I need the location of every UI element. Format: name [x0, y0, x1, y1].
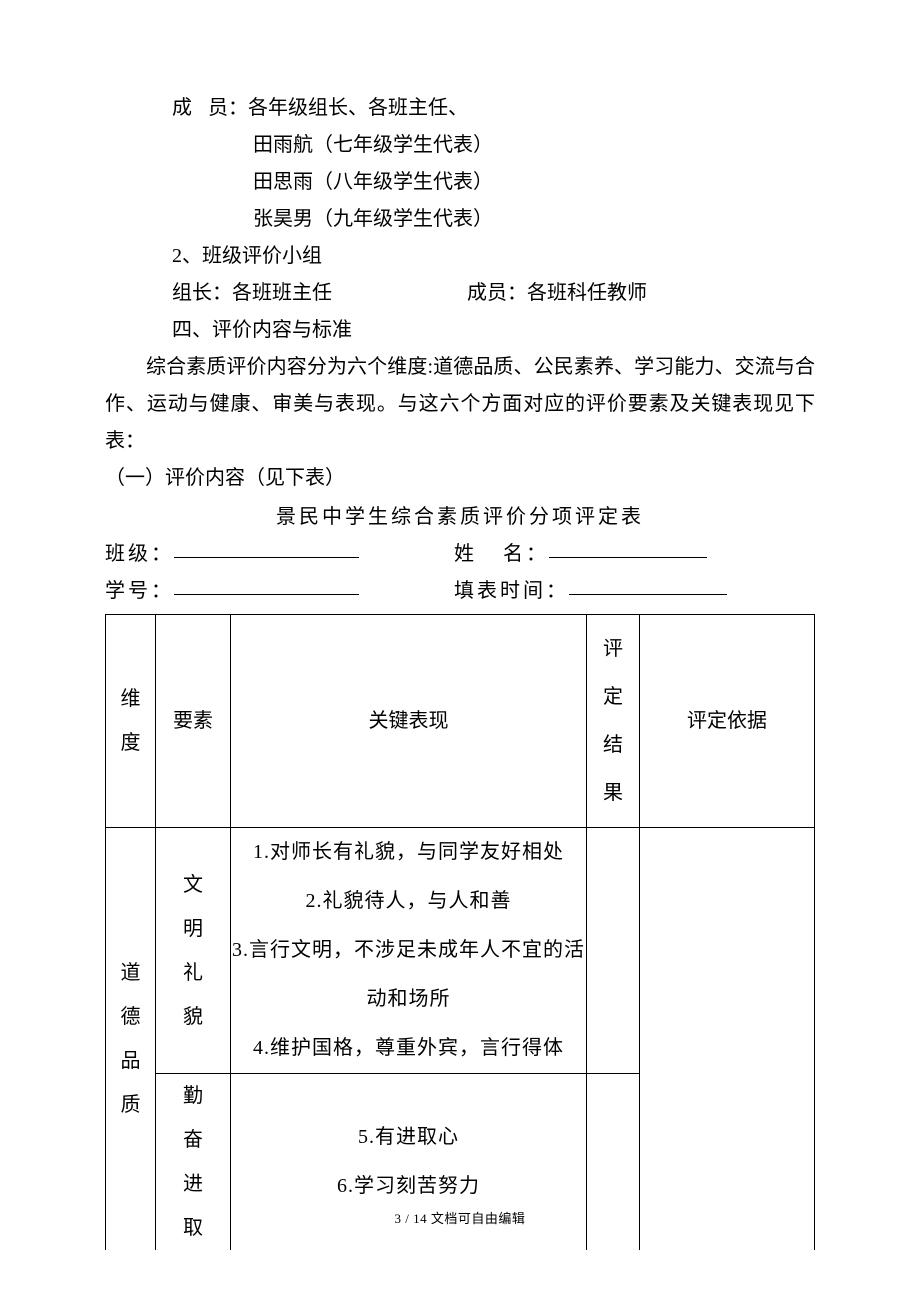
- form-fields-row2: 学号： 填表时间：: [105, 573, 815, 610]
- field-class-underline: [174, 538, 359, 558]
- rep-line-2: 田思雨（八年级学生代表）: [105, 164, 815, 201]
- group-member-value: 各班科任教师: [527, 282, 647, 304]
- rep-line-1: 田雨航（七年级学生代表）: [105, 127, 815, 164]
- table-row: 道德品质 文明礼貌 1.对师长有礼貌，与同学友好相处 2.礼貌待人，与人和善 3…: [106, 828, 815, 1074]
- section-4-heading: 四、评价内容与标准: [105, 312, 815, 349]
- item2-heading: 2、班级评价小组: [105, 238, 815, 275]
- group-leader-value: 各班班主任: [232, 282, 332, 304]
- document-body: 成员：各年级组长、各班主任、 田雨航（七年级学生代表） 田思雨（八年级学生代表）…: [105, 90, 815, 1250]
- group-member-label: 成员：: [467, 282, 527, 304]
- field-name-label-2: 名：: [503, 543, 549, 565]
- field-id-underline: [174, 575, 359, 595]
- field-date-underline: [569, 575, 727, 595]
- group-leader-label: 组长：: [172, 282, 232, 304]
- rep-line-3: 张昊男（九年级学生代表）: [105, 201, 815, 238]
- paragraph: 综合素质评价内容分为六个维度:道德品质、公民素养、学习能力、交流与合作、运动与健…: [105, 349, 815, 460]
- sub-1: （一）评价内容（见下表）: [105, 460, 815, 497]
- cell-dimension: 道德品质: [106, 828, 156, 1251]
- members-value: 各年级组长、各班主任、: [248, 97, 468, 119]
- members-label-1: 成: [172, 97, 208, 119]
- footer-page: 3 / 14: [395, 1211, 428, 1226]
- th-element: 要素: [156, 615, 231, 828]
- field-id-label: 学号：: [105, 580, 174, 602]
- th-basis: 评定依据: [640, 615, 815, 828]
- table-header-row: 维度 要素 关键表现 评定结果 评定依据: [106, 615, 815, 828]
- group-line: 组长：各班班主任 成员：各班科任教师: [105, 275, 815, 312]
- cell-element-1: 文明礼貌: [156, 828, 231, 1074]
- members-label-2: 员：: [208, 97, 248, 119]
- page-footer: 3 / 14 文档可自由编辑: [0, 1208, 920, 1227]
- th-dimension: 维度: [106, 615, 156, 828]
- field-name-label-1: 姓: [454, 543, 477, 565]
- field-date-label: 填表时间：: [454, 580, 569, 602]
- form-fields-row1: 班级： 姓 名：: [105, 536, 815, 573]
- cell-result-1: [587, 828, 640, 1074]
- footer-note: 文档可自由编辑: [431, 1211, 526, 1226]
- field-name-underline: [549, 538, 707, 558]
- field-class-label: 班级：: [105, 543, 174, 565]
- evaluation-table: 维度 要素 关键表现 评定结果 评定依据 道德品质 文明礼貌 1.对师长有礼貌，…: [105, 614, 815, 1250]
- th-result: 评定结果: [587, 615, 640, 828]
- th-performance: 关键表现: [231, 615, 587, 828]
- cell-basis-1: [640, 828, 815, 1251]
- form-title: 景民中学生综合素质评价分项评定表: [105, 499, 815, 536]
- members-line: 成员：各年级组长、各班主任、: [105, 90, 815, 127]
- cell-perf-1: 1.对师长有礼貌，与同学友好相处 2.礼貌待人，与人和善 3.言行文明，不涉足未…: [231, 828, 587, 1074]
